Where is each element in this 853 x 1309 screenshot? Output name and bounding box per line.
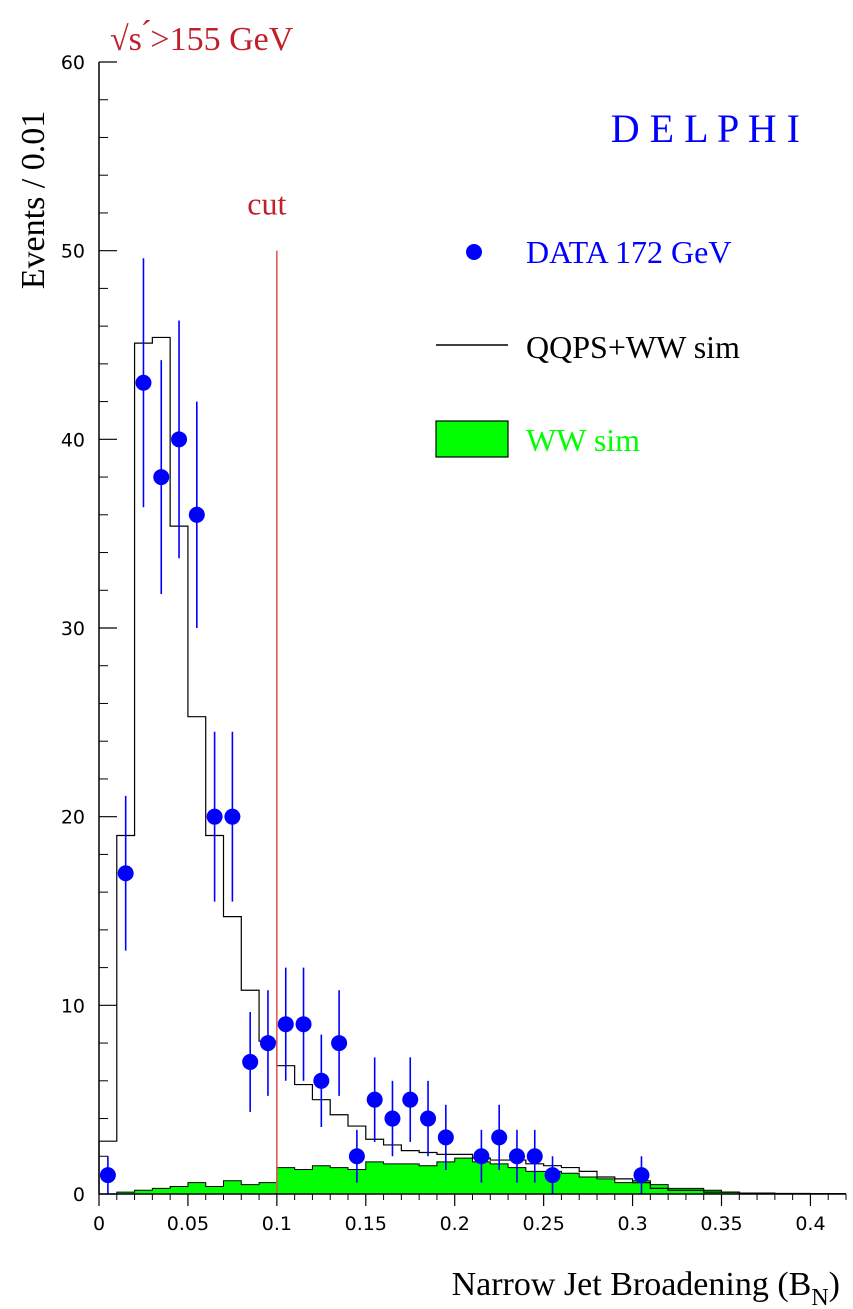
legend-ww-label: WW sim	[526, 422, 640, 458]
data-point	[277, 1016, 294, 1033]
y-tick-label: 40	[61, 429, 85, 451]
y-tick-label: 0	[73, 1184, 85, 1206]
y-tick-label: 10	[61, 995, 85, 1017]
data-point	[526, 1148, 543, 1165]
cut-label: cut	[247, 186, 286, 222]
data-point	[402, 1091, 419, 1108]
x-tick-label: 0.1	[262, 1213, 292, 1235]
data-point	[242, 1053, 259, 1070]
data-point	[473, 1148, 490, 1165]
text-layer: √s ́>155 GeV D E L P H I Events / 0.01 Narr…	[15, 20, 840, 1309]
ww-sim-fill-layer	[99, 1157, 846, 1195]
data-point	[633, 1167, 650, 1184]
x-tick-label: 0	[93, 1213, 105, 1235]
legend-ww-swatch	[435, 420, 509, 458]
cut-layer: cut	[247, 186, 287, 1194]
energy-cut-label: √s ́>155 GeV	[110, 20, 294, 58]
x-axis-title-close: )	[829, 1266, 840, 1303]
y-tick-label: 50	[61, 241, 85, 263]
data-point	[153, 469, 170, 486]
data-point	[99, 1167, 116, 1184]
data-points-layer	[99, 258, 650, 1194]
data-point	[348, 1148, 365, 1165]
data-point	[259, 1035, 276, 1052]
data-point	[171, 431, 188, 448]
y-axis-title: Events / 0.01	[15, 111, 52, 289]
data-point	[491, 1129, 508, 1146]
x-tick-label: 0.35	[700, 1213, 742, 1235]
data-point	[135, 374, 152, 391]
data-point	[188, 506, 205, 523]
legend: DATA 172 GeV QQPS+WW sim WW sim	[435, 234, 740, 458]
data-point	[508, 1148, 525, 1165]
qqps-ww-sim-step-layer	[98, 336, 846, 1195]
data-point	[331, 1035, 348, 1052]
ww-sim-histogram	[99, 1157, 846, 1195]
data-point	[313, 1072, 330, 1089]
qqps-ww-sim-histogram	[98, 336, 846, 1195]
legend-data-marker	[466, 244, 482, 260]
data-point	[117, 865, 134, 882]
data-point	[544, 1167, 561, 1184]
data-point	[366, 1091, 383, 1108]
data-point	[224, 808, 241, 825]
x-axis-title-main: Narrow Jet Broadening (B	[452, 1266, 812, 1303]
y-tick-label: 30	[61, 618, 85, 640]
data-point	[420, 1110, 437, 1127]
x-axis-title-subscript: N	[811, 1285, 828, 1309]
x-axis-title: Narrow Jet Broadening (BN)	[452, 1266, 840, 1309]
axes-layer: 0 10 20 30 40 50 60 0 0.05 0.1 0.15 0.2 0.25 0.3 0.35 0…	[61, 52, 847, 1235]
y-tick-label: 20	[61, 807, 85, 829]
data-point	[206, 808, 223, 825]
x-tick-label: 0.4	[795, 1213, 825, 1235]
x-tick-label: 0.2	[440, 1213, 470, 1235]
data-point	[384, 1110, 401, 1127]
x-tick-label: 0.15	[345, 1213, 387, 1235]
x-tick-label: 0.05	[167, 1213, 209, 1235]
y-tick-label: 60	[61, 52, 85, 74]
x-tick-label: 0.25	[522, 1213, 564, 1235]
legend-data-label: DATA 172 GeV	[526, 234, 731, 270]
legend-step-label: QQPS+WW sim	[526, 329, 740, 365]
x-tick-label: 0.3	[617, 1213, 647, 1235]
data-point	[295, 1016, 312, 1033]
data-point	[437, 1129, 454, 1146]
experiment-label: D E L P H I	[611, 106, 800, 151]
